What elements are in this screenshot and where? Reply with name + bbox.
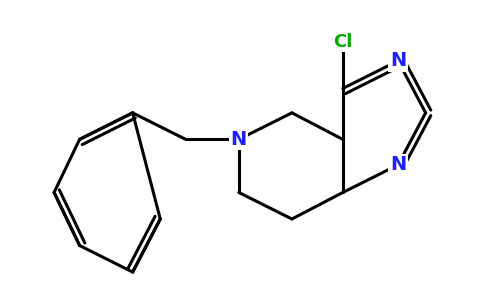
Text: N: N — [231, 130, 247, 149]
Text: N: N — [390, 51, 406, 70]
Text: N: N — [390, 155, 406, 174]
Text: Cl: Cl — [333, 33, 352, 51]
